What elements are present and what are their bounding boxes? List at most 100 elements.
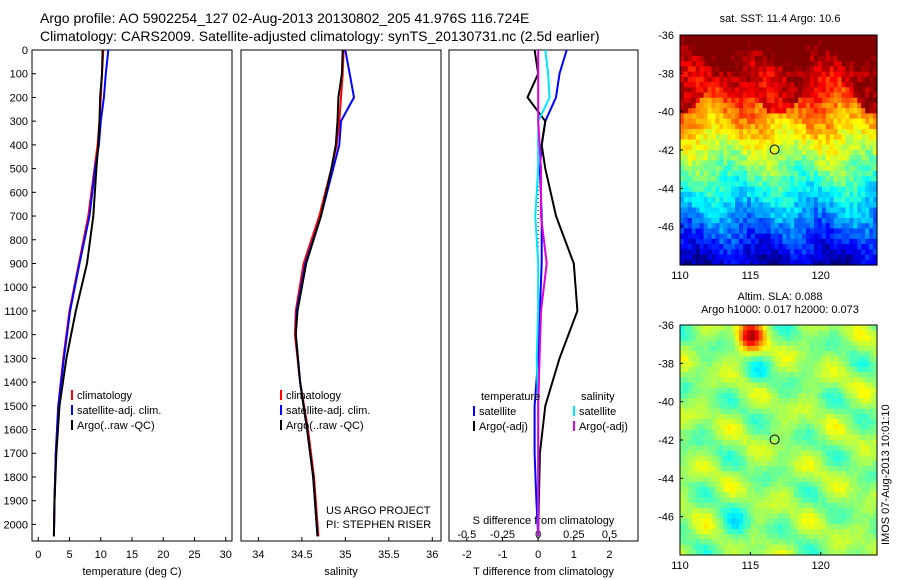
map-cell bbox=[813, 445, 819, 452]
map-cell bbox=[861, 466, 866, 472]
map-cell bbox=[778, 497, 784, 504]
map-cell bbox=[711, 160, 717, 167]
map-cell bbox=[743, 487, 748, 493]
map-cell bbox=[683, 176, 689, 182]
map-cell bbox=[802, 40, 807, 47]
map-cell bbox=[802, 108, 807, 115]
x-tick-label: 36 bbox=[426, 549, 438, 561]
map-cell bbox=[857, 387, 862, 394]
map-cell bbox=[719, 429, 724, 436]
map-cell bbox=[774, 207, 780, 214]
map-cell bbox=[691, 345, 697, 352]
map-cell bbox=[802, 144, 807, 151]
map-cell bbox=[683, 419, 689, 425]
map-cell bbox=[861, 518, 866, 525]
map-cell bbox=[770, 244, 776, 250]
map-cell bbox=[817, 325, 823, 331]
map-cell bbox=[770, 345, 776, 352]
legend-label: Argo(-adj) bbox=[479, 421, 528, 433]
map-cell bbox=[853, 181, 858, 188]
map-cell bbox=[849, 61, 854, 67]
map-cell bbox=[699, 419, 705, 425]
map-cell bbox=[837, 330, 843, 337]
map-cell bbox=[810, 518, 815, 525]
map-cell bbox=[683, 429, 689, 436]
map-cell bbox=[750, 223, 756, 230]
map-cell bbox=[857, 82, 862, 88]
map-cell bbox=[778, 424, 784, 431]
map-cell bbox=[746, 445, 752, 452]
map-cell bbox=[695, 413, 701, 420]
map-cell bbox=[691, 129, 697, 135]
map-cell bbox=[841, 108, 847, 115]
map-cell bbox=[790, 160, 795, 167]
map-cell bbox=[778, 202, 784, 209]
map-cell bbox=[723, 429, 728, 436]
map-cell bbox=[739, 50, 744, 57]
map-cell bbox=[687, 254, 693, 261]
map-cell bbox=[821, 40, 827, 47]
map-cell bbox=[817, 481, 823, 488]
map-cell bbox=[766, 113, 772, 120]
map-cell bbox=[873, 330, 878, 337]
map-cell bbox=[711, 259, 717, 266]
map-cell bbox=[829, 455, 835, 462]
map-cell bbox=[778, 134, 784, 141]
map-cell bbox=[703, 55, 709, 62]
map-cell bbox=[841, 387, 847, 394]
map-cell bbox=[750, 466, 756, 472]
map-cell bbox=[813, 40, 819, 47]
map-cell bbox=[727, 466, 732, 472]
map-cell bbox=[849, 481, 854, 488]
map-cell bbox=[861, 481, 866, 488]
map-cell bbox=[849, 244, 854, 250]
map-cell bbox=[853, 139, 858, 146]
map-cell bbox=[778, 429, 784, 436]
map-cell bbox=[770, 217, 776, 224]
map-cell bbox=[869, 97, 874, 104]
map-cell bbox=[841, 382, 847, 389]
map-cell bbox=[782, 445, 787, 452]
map-cell bbox=[715, 254, 720, 261]
map-cell bbox=[711, 244, 717, 250]
map-cell bbox=[873, 440, 878, 446]
map-cell bbox=[766, 372, 772, 378]
map-cell bbox=[778, 150, 784, 156]
map-cell bbox=[845, 66, 851, 73]
map-cell bbox=[750, 539, 756, 546]
map-cell bbox=[813, 450, 819, 457]
map-cell bbox=[865, 66, 870, 73]
map-cell bbox=[865, 528, 870, 535]
map-cell bbox=[806, 534, 811, 540]
map-cell bbox=[829, 487, 835, 493]
map-cell bbox=[861, 361, 866, 368]
map-cell bbox=[762, 202, 768, 209]
map-cell bbox=[786, 518, 791, 525]
map-cell bbox=[798, 340, 803, 347]
map-cell bbox=[790, 123, 795, 130]
map-cell bbox=[794, 487, 799, 493]
map-cell bbox=[821, 392, 827, 399]
map-cell bbox=[711, 176, 717, 182]
map-cell bbox=[806, 186, 811, 193]
map-cell bbox=[731, 217, 736, 224]
map-cell bbox=[719, 539, 724, 546]
map-cell bbox=[719, 330, 724, 337]
map-cell bbox=[869, 155, 874, 162]
map-cell bbox=[683, 123, 689, 130]
map-cell bbox=[849, 160, 854, 167]
map-cell bbox=[731, 502, 736, 509]
map-cell bbox=[845, 92, 851, 99]
map-cell bbox=[821, 497, 827, 504]
map-cell bbox=[735, 249, 740, 256]
map-cell bbox=[810, 392, 815, 399]
map-cell bbox=[782, 476, 787, 483]
map-cell bbox=[857, 150, 862, 156]
map-cell bbox=[687, 534, 693, 540]
map-cell bbox=[825, 429, 831, 436]
map-cell bbox=[707, 419, 713, 425]
map-cell bbox=[778, 139, 784, 146]
map-cell bbox=[873, 544, 878, 551]
map-cell bbox=[711, 382, 717, 389]
map-cell bbox=[794, 466, 799, 472]
